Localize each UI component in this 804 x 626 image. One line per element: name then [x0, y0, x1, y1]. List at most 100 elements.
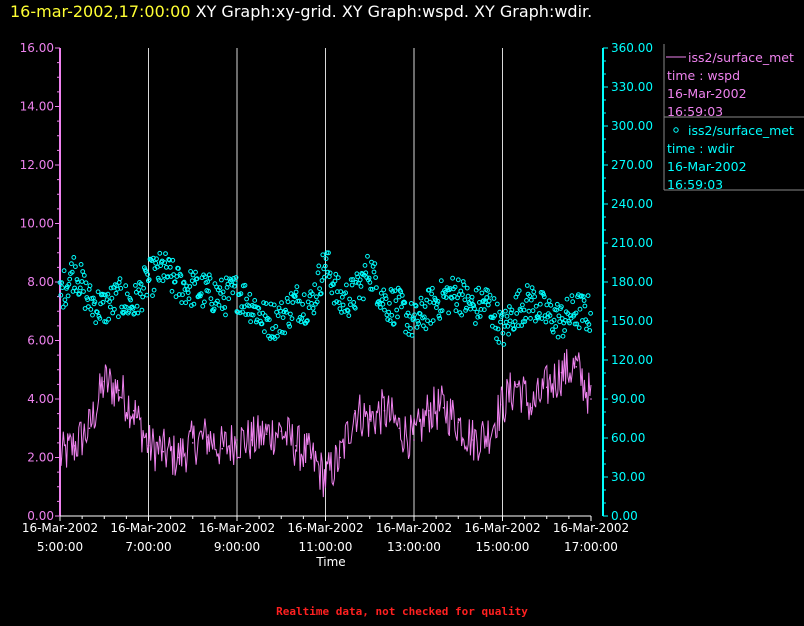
wdir-point: [225, 281, 231, 287]
wspd-point: [309, 456, 312, 459]
wdir-point: [557, 319, 563, 325]
wspd-point: [383, 409, 386, 412]
wdir-point: [290, 300, 296, 305]
wdir-point: [206, 288, 211, 294]
wdir-point: [334, 299, 340, 305]
wdir-point: [391, 321, 396, 327]
right-axis-tick-label: 150.00: [611, 314, 653, 328]
wdir-point: [200, 303, 206, 309]
wdir-point: [531, 289, 537, 295]
wdir-point: [434, 301, 440, 307]
wdir-point: [270, 326, 275, 332]
wdir-point: [288, 311, 293, 317]
wdir-point: [344, 282, 349, 288]
wdir-point: [60, 304, 66, 310]
wdir-point: [413, 303, 419, 309]
wdir-point: [550, 329, 556, 335]
wdir-point: [215, 298, 220, 304]
wdir-point: [252, 298, 258, 303]
wdir-point: [100, 299, 106, 305]
wdir-point: [402, 300, 408, 306]
right-axis-tick-label: 180.00: [611, 275, 653, 289]
wdir-point: [527, 293, 533, 299]
wdir-point: [150, 293, 155, 299]
wdir-point: [425, 318, 430, 324]
wdir-point: [107, 304, 113, 310]
legend-marker-circle: [673, 127, 679, 133]
wdir-point: [311, 310, 317, 316]
wdir-point: [90, 295, 96, 301]
wdir-point: [314, 294, 319, 300]
wdir-point: [354, 271, 360, 277]
wdir-point: [403, 329, 409, 335]
wdir-point: [319, 278, 325, 283]
wdir-point: [189, 278, 195, 284]
wdir-point: [162, 260, 168, 266]
wdir-point: [117, 276, 123, 282]
wdir-point: [131, 311, 137, 317]
wdir-point: [179, 300, 185, 306]
wdir-point: [67, 276, 73, 282]
wdir-point: [61, 268, 67, 274]
wspd-point: [324, 477, 327, 479]
right-axis-tick-label: 360.00: [611, 41, 653, 55]
wdir-point: [399, 304, 404, 310]
right-axis-tick-label: 210.00: [611, 236, 653, 250]
wdir-point: [380, 301, 386, 307]
wdir-point: [443, 295, 449, 300]
wdir-point: [219, 306, 225, 312]
wdir-point: [293, 289, 299, 295]
wdir-point: [343, 290, 349, 296]
wdir-point: [283, 307, 288, 313]
wdir-point: [436, 313, 442, 319]
x-tick-time: 17:00:00: [564, 540, 618, 554]
wdir-point: [163, 251, 168, 257]
wdir-point: [103, 292, 108, 298]
wdir-point: [97, 316, 103, 321]
wdir-point: [421, 314, 427, 320]
wdir-point: [520, 302, 525, 308]
wdir-point: [492, 313, 498, 318]
wdir-point: [69, 261, 74, 267]
wdir-point: [231, 276, 237, 281]
wdir-point: [502, 324, 508, 329]
wspd-point: [236, 439, 238, 441]
wdir-point: [539, 316, 545, 321]
wdir-point: [322, 263, 328, 269]
wdir-point: [197, 293, 203, 299]
wdir-point: [472, 306, 477, 312]
wdir-point: [81, 289, 86, 294]
wdir-point: [113, 290, 119, 296]
wspd-point: [177, 456, 179, 459]
wdir-point: [248, 319, 254, 325]
x-tick-date: 16-Mar-2002: [199, 521, 275, 535]
wdir-point: [473, 321, 478, 326]
wdir-point: [494, 336, 499, 342]
wdir-point: [357, 295, 362, 301]
wdir-point: [345, 308, 351, 314]
right-axis-tick-label: 90.00: [611, 392, 645, 406]
wdir-point: [347, 296, 353, 302]
wdir-point: [153, 260, 159, 266]
wdir-point: [475, 314, 481, 320]
wdir-point: [247, 291, 253, 297]
wdir-point: [198, 291, 204, 297]
wdir-point: [194, 276, 200, 282]
wdir-point: [385, 317, 391, 322]
wdir-point: [138, 281, 144, 287]
wdir-point: [537, 301, 543, 307]
wdir-point: [505, 323, 511, 329]
wdir-point: [306, 305, 312, 311]
wdir-point: [526, 308, 532, 314]
wdir-point: [169, 288, 175, 294]
wdir-point: [337, 306, 343, 312]
wspd-point: [398, 427, 401, 430]
wdir-point: [424, 297, 430, 303]
wdir-point: [576, 325, 582, 331]
wdir-point: [464, 305, 469, 311]
wdir-point: [479, 290, 485, 296]
wdir-point: [279, 330, 285, 335]
wdir-point: [407, 313, 413, 319]
wdir-point: [550, 327, 555, 333]
